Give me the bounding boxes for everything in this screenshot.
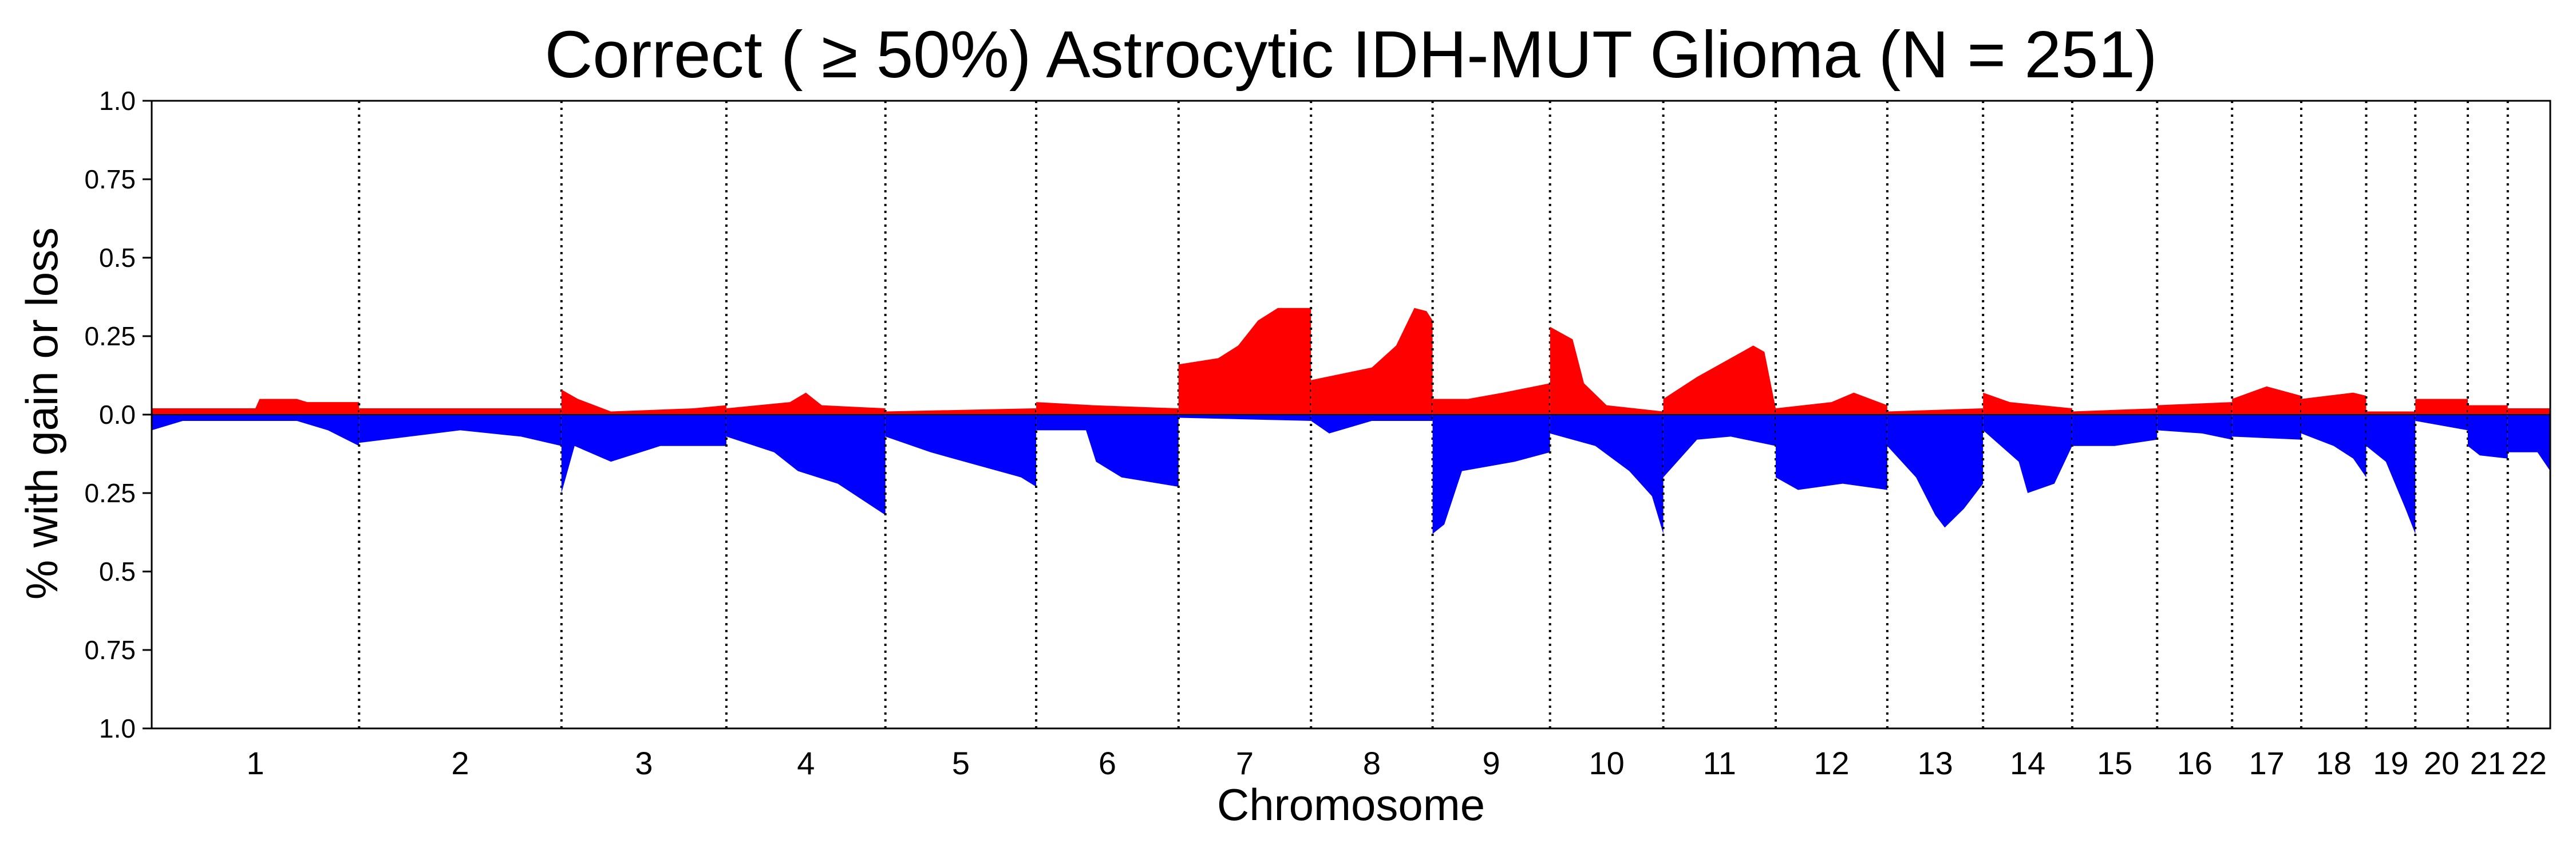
x-tick-label-chr17: 17 <box>2249 745 2284 781</box>
loss-area-chr10 <box>1550 415 1664 534</box>
loss-area-chr11 <box>1663 415 1776 478</box>
loss-area-chr21 <box>2468 415 2508 459</box>
y-tick-label: 0.25 <box>84 478 136 508</box>
gain-area-chr7 <box>1178 308 1311 415</box>
x-axis-label: Chromosome <box>1217 779 1485 830</box>
loss-area-chr9 <box>1432 415 1550 534</box>
loss-area-chr20 <box>2415 415 2468 431</box>
gain-area-chr15 <box>2072 408 2158 415</box>
x-tick-label-chr13: 13 <box>1917 745 1953 781</box>
plot-area <box>151 100 2551 730</box>
loss-area-chr13 <box>1887 415 1984 528</box>
y-tick-label: 0.75 <box>84 164 136 194</box>
loss-area-chr8 <box>1311 415 1433 434</box>
gain-area-chr22 <box>2507 408 2550 415</box>
gain-area-chr13 <box>1887 408 1984 415</box>
y-tick-label: 1.0 <box>99 86 136 116</box>
chart-title: Correct ( ≥ 50%) Astrocytic IDH-MUT Glio… <box>544 17 2157 92</box>
loss-area-chr18 <box>2301 415 2366 478</box>
gain-area-chr5 <box>885 408 1037 415</box>
gain-area-chr16 <box>2157 402 2233 415</box>
x-tick-label-chr22: 22 <box>2511 745 2547 781</box>
loss-area-chr2 <box>359 415 562 446</box>
loss-area-chr1 <box>152 415 359 446</box>
y-tick-label: 0.0 <box>99 400 136 430</box>
gain-area-chr8 <box>1311 308 1433 415</box>
x-tick-label-chr10: 10 <box>1589 745 1624 781</box>
x-tick-label-chr20: 20 <box>2424 745 2459 781</box>
loss-area-chr5 <box>885 415 1037 487</box>
gain-area-chr10 <box>1550 326 1664 415</box>
y-tick-label: 0.5 <box>99 557 136 586</box>
gain-area-chr17 <box>2232 386 2301 415</box>
x-tick-label-chr21: 21 <box>2470 745 2506 781</box>
loss-area-chr16 <box>2157 415 2233 440</box>
x-tick-label-chr9: 9 <box>1483 745 1500 781</box>
x-tick-label-chr1: 1 <box>247 745 264 781</box>
gain-area-chr20 <box>2415 399 2468 415</box>
loss-area-chr15 <box>2072 415 2158 446</box>
x-tick-label-chr2: 2 <box>451 745 469 781</box>
x-tick-label-chr18: 18 <box>2316 745 2352 781</box>
x-tick-label-chr16: 16 <box>2177 745 2212 781</box>
gain-area-chr12 <box>1776 392 1887 415</box>
y-tick-label: 0.5 <box>99 243 136 273</box>
y-axis-label: % with gain or loss <box>17 227 67 600</box>
x-tick-label-chr6: 6 <box>1099 745 1116 781</box>
x-tick-label-chr3: 3 <box>635 745 653 781</box>
gain-area-chr4 <box>726 392 886 415</box>
gain-area-chr6 <box>1036 402 1179 415</box>
y-tick-label: 0.75 <box>84 635 136 665</box>
gain-area-chr21 <box>2468 405 2508 415</box>
loss-area-chr6 <box>1036 415 1179 487</box>
loss-area-chr7 <box>1178 415 1311 421</box>
gain-area-chr3 <box>561 389 726 415</box>
y-tick-label: 0.25 <box>84 321 136 351</box>
loss-area-chr3 <box>561 415 726 493</box>
gain-area-chr14 <box>1983 392 2072 415</box>
x-tick-label-chr15: 15 <box>2097 745 2132 781</box>
y-tick-label: 1.0 <box>99 714 136 743</box>
gain-area-chr18 <box>2301 392 2366 415</box>
x-tick-label-chr5: 5 <box>952 745 970 781</box>
x-tick-label-chr11: 11 <box>1703 745 1736 781</box>
loss-area-chr19 <box>2366 415 2416 534</box>
x-tick-label-chr7: 7 <box>1236 745 1254 781</box>
loss-area-chr4 <box>726 415 886 515</box>
y-tick-labels: 1.0 0.75 0.5 0.25 0.0 0.25 0.5 0.75 1.0 <box>84 86 152 743</box>
x-tick-label-chr19: 19 <box>2373 745 2408 781</box>
loss-area-chr14 <box>1983 415 2072 493</box>
loss-area-chr17 <box>2232 415 2301 440</box>
x-tick-label-chr8: 8 <box>1363 745 1381 781</box>
gain-area-chr19 <box>2366 411 2416 415</box>
gain-area-chr9 <box>1432 383 1550 415</box>
gain-area-chr2 <box>359 408 562 415</box>
x-tick-labels: 1 2 3 4 5 6 7 8 9 10 11 12 13 14 15 16 17 18 19 20 21 22 <box>247 745 2547 781</box>
loss-area-chr12 <box>1776 415 1887 490</box>
gain-area-chr1 <box>152 399 359 415</box>
loss-area-chr22 <box>2507 415 2550 471</box>
gain-area-chr11 <box>1663 345 1776 415</box>
x-tick-label-chr14: 14 <box>2010 745 2045 781</box>
x-tick-label-chr4: 4 <box>797 745 815 781</box>
x-tick-label-chr12: 12 <box>1814 745 1849 781</box>
